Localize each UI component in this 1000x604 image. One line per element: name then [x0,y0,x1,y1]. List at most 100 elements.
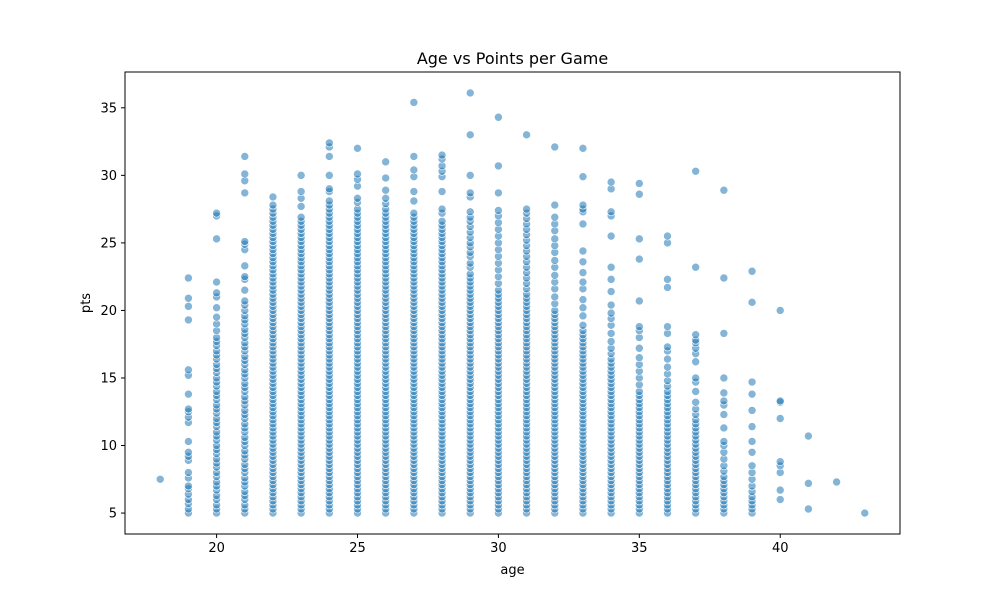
data-point [550,271,560,280]
data-point [325,184,334,194]
x-axis: 20 25 30 35 40 [208,534,789,556]
data-point [578,320,588,330]
data-point [240,296,250,306]
data-point [691,166,700,176]
data-point [691,373,700,383]
data-point [719,185,729,195]
data-point [663,275,672,284]
data-point [747,461,757,471]
data-point [663,362,672,372]
data-point [325,152,334,161]
data-point [606,262,616,272]
data-point [747,422,757,431]
data-point [606,207,616,217]
data-point [663,354,672,364]
data-point [465,207,475,217]
data-point [804,504,813,514]
data-point [437,204,447,214]
data-point [578,219,588,229]
data-point [719,373,729,383]
data-point [184,468,193,477]
x-tick-label: 20 [208,541,225,556]
data-point [494,112,503,122]
data-point [296,202,306,211]
data-point [409,208,419,218]
data-point [578,246,588,256]
data-point [550,234,560,244]
x-tick-label: 40 [772,541,789,556]
y-tick-label: 15 [100,371,117,386]
data-point [606,329,616,338]
data-point [578,268,588,277]
data-point [860,508,870,518]
data-point [635,189,644,199]
data-point [184,273,193,283]
y-tick-label: 20 [100,304,117,319]
data-point [691,397,700,407]
data-point [606,231,616,241]
data-point [578,257,588,267]
data-point [296,171,306,180]
data-point [719,410,729,419]
data-point [437,187,447,196]
data-point [635,322,644,331]
data-point [775,414,785,423]
data-point [184,302,193,311]
data-point [578,311,588,321]
data-point [325,171,334,180]
data-point [155,474,165,484]
data-point [747,406,757,415]
data-point [184,404,193,414]
data-point [465,188,475,198]
data-point [804,431,813,441]
data-point [747,389,757,399]
x-tick-label: 25 [349,541,366,556]
data-point [325,196,334,206]
data-point [775,457,785,467]
x-tick-label: 30 [490,541,507,556]
data-point [635,353,644,363]
data-point [719,437,729,446]
data-point [663,322,672,331]
data-point [409,187,419,196]
data-point [522,204,531,214]
data-point [184,481,193,491]
data-point [747,266,757,276]
data-point [775,495,785,504]
data-point [775,396,785,406]
data-point [663,283,672,292]
data-point [606,337,616,346]
data-point [494,161,503,171]
data-point [606,300,616,310]
data-point [663,231,672,241]
data-point [240,237,250,246]
data-point [550,256,560,265]
plot-frame [124,71,901,535]
data-point [437,216,447,226]
data-point [184,315,193,325]
data-point [578,172,588,181]
y-axis: 5 10 15 20 25 30 35 [100,101,125,522]
data-point [409,98,419,107]
data-point [381,173,390,183]
data-point [268,200,278,210]
chart-title: Age vs Points per Game [417,49,608,68]
data-point [184,389,193,399]
data-point [381,185,390,195]
data-point [663,342,672,352]
data-point [578,295,588,304]
data-point [606,308,616,318]
data-point [635,254,644,264]
data-point [635,234,644,244]
data-point [353,194,362,203]
data-point [409,196,419,206]
data-point [494,188,503,198]
data-point [832,477,841,487]
x-axis-label: age [500,563,524,578]
data-point [381,194,390,203]
data-point [578,200,588,210]
data-point [268,192,278,202]
data-point [804,479,813,488]
